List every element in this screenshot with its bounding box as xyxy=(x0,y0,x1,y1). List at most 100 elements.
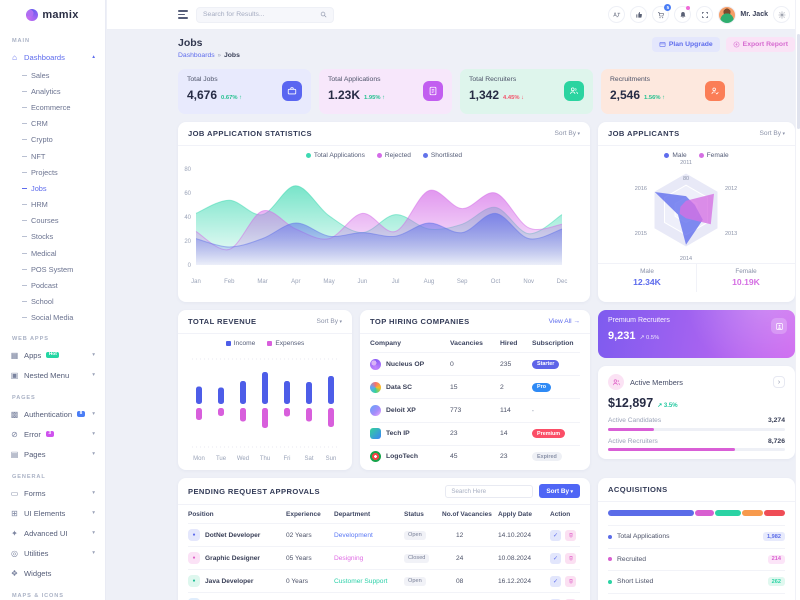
chevron-down-icon: ▾ xyxy=(92,372,95,378)
sidebar-item-apps[interactable]: ▦ Apps Hot ▾ xyxy=(0,345,105,365)
user-menu[interactable]: Mr. Jack xyxy=(718,5,768,24)
sidebar-item-dashboards[interactable]: ⌂ Dashboards ▴ xyxy=(0,47,105,67)
delete-button[interactable] xyxy=(565,529,576,541)
card-title: JOB APPLICATION STATISTICS xyxy=(188,129,313,138)
stat-card: Total Applications 1.23K 1.95% ↑ xyxy=(319,69,452,114)
stat-value: 1.23K xyxy=(328,88,361,102)
stat-icon xyxy=(705,81,725,101)
global-search[interactable] xyxy=(196,6,334,23)
position-icon: ● xyxy=(188,598,200,600)
sidebar-subitem-label: Projects xyxy=(31,167,58,177)
sidebar-item-error[interactable]: ⊘ Error 3 ▾ xyxy=(0,424,105,444)
sidebar-subitem[interactable]: Jobs xyxy=(0,180,105,196)
sidebar-subitem[interactable]: POS System xyxy=(0,261,105,277)
sidebar-subitem[interactable]: CRM xyxy=(0,116,105,132)
sidebar-subitem[interactable]: NFT xyxy=(0,148,105,164)
sort-by-dropdown[interactable]: Sort By xyxy=(554,130,580,137)
legend-item: Total Applications xyxy=(305,152,365,159)
sidebar-item-nested-menu[interactable]: ▣ Nested Menu ▾ xyxy=(0,365,105,385)
language-button[interactable] xyxy=(608,6,626,23)
sidebar-item-widgets[interactable]: ❖ Widgets xyxy=(0,563,105,583)
sort-by-dropdown[interactable]: Sort By xyxy=(759,130,785,137)
sidebar-item-forms[interactable]: ▭ Forms ▾ xyxy=(0,483,105,503)
svg-text:2013: 2013 xyxy=(725,231,737,237)
sidebar-item-label: Utilities xyxy=(24,548,49,558)
subscription-badge: Premium xyxy=(532,429,566,439)
dash-icon xyxy=(22,204,27,206)
sidebar-subitem[interactable]: Social Media xyxy=(0,310,105,326)
app-logo[interactable]: mamix xyxy=(0,0,105,30)
dash-icon xyxy=(22,171,27,173)
dash-icon xyxy=(22,90,27,92)
hired-value: 2 xyxy=(500,383,504,391)
sidebar-subitem[interactable]: Projects xyxy=(0,164,105,180)
fullscreen-button[interactable] xyxy=(696,6,714,23)
menu-toggle-icon[interactable] xyxy=(178,10,188,19)
card-title: JOB APPLICANTS xyxy=(608,129,680,138)
table-row: ● Java Developer 0 Years Customer Support… xyxy=(188,569,580,592)
position-name: DotNet Developer xyxy=(205,531,261,539)
sidebar-subitem[interactable]: Courses xyxy=(0,213,105,229)
more-button[interactable]: › xyxy=(773,376,785,388)
search-input[interactable] xyxy=(203,11,316,18)
dashboards-submenu: Sales Analytics Ecommerce CRM xyxy=(0,67,105,326)
delete-button[interactable] xyxy=(565,598,576,600)
breadcrumb-dashboards[interactable]: Dashboards xyxy=(178,52,215,59)
like-button[interactable] xyxy=(630,6,648,23)
svg-text:Sun: Sun xyxy=(326,456,337,462)
sidebar-subitem[interactable]: Crypto xyxy=(0,132,105,148)
sort-by-dropdown[interactable]: Sort By xyxy=(316,318,342,325)
sidebar-item-utilities[interactable]: ◎ Utilities ▾ xyxy=(0,543,105,563)
delete-button[interactable] xyxy=(565,575,576,587)
sidebar-subitem[interactable]: School xyxy=(0,294,105,310)
sidebar-item-authentication[interactable]: ▩ Authentication 8 ▾ xyxy=(0,404,105,424)
progress-row: Active Candidates 3,274 xyxy=(608,417,785,431)
table-search-input[interactable] xyxy=(451,487,528,495)
sidebar-item-ui-elements[interactable]: ⊞ UI Elements ▾ xyxy=(0,503,105,523)
chevron-down-icon: ▾ xyxy=(92,431,95,437)
progress-label: Active Recruiters xyxy=(608,437,658,445)
notifications-button[interactable] xyxy=(674,6,692,23)
view-all-link[interactable]: View All → xyxy=(548,318,580,325)
dash-icon xyxy=(22,236,27,238)
sidebar-subitem[interactable]: Sales xyxy=(0,67,105,83)
sidebar-subitem[interactable]: Medical xyxy=(0,245,105,261)
cart-button[interactable]: 5 xyxy=(652,4,672,23)
svg-text:Aug: Aug xyxy=(424,279,435,285)
file-icon: ▤ xyxy=(10,449,19,459)
apply-date: 10.08.2024 xyxy=(498,554,532,562)
stat-cards: Total Jobs 4,676 0.67% ↑ Total Applicati… xyxy=(178,69,795,114)
sidebar-subitem-label: Jobs xyxy=(31,183,47,193)
approve-button[interactable] xyxy=(550,552,561,564)
page-scrollbar[interactable] xyxy=(795,0,800,600)
chevron-down-icon: ▾ xyxy=(92,352,95,358)
logo-icon xyxy=(26,9,39,21)
sidebar-subitem[interactable]: Analytics xyxy=(0,83,105,99)
radar-chart-legend: Male Female xyxy=(598,146,795,159)
approve-button[interactable] xyxy=(550,529,561,541)
settings-button[interactable] xyxy=(773,6,790,23)
delete-button[interactable] xyxy=(565,552,576,564)
export-report-button[interactable]: Export Report xyxy=(725,37,795,52)
bar-segment xyxy=(608,510,694,516)
table-search[interactable] xyxy=(445,484,534,498)
sidebar-subitem[interactable]: Stocks xyxy=(0,229,105,245)
sort-by-button[interactable]: Sort By xyxy=(539,484,580,498)
sidebar-subitem[interactable]: Ecommerce xyxy=(0,99,105,115)
hired-value: 23 xyxy=(500,453,508,461)
dash-icon xyxy=(22,220,27,222)
approve-button[interactable] xyxy=(550,575,561,587)
sidebar-item-label: Apps xyxy=(24,350,42,360)
plan-upgrade-button[interactable]: Plan Upgrade xyxy=(651,37,720,52)
scrollbar-thumb[interactable] xyxy=(797,34,800,129)
approve-button[interactable] xyxy=(550,598,561,600)
vacancies-value: 12 xyxy=(456,531,464,539)
sidebar-item-advanced-ui[interactable]: ✦ Advanced UI ▾ xyxy=(0,523,105,543)
sidebar-subitem[interactable]: HRM xyxy=(0,197,105,213)
svg-text:2012: 2012 xyxy=(725,186,737,192)
sidebar-subitem[interactable]: Podcast xyxy=(0,277,105,293)
vacancies-value: 08 xyxy=(456,577,464,585)
stat-label: Total Jobs xyxy=(187,76,218,83)
sidebar-item-pages[interactable]: ▤ Pages ▾ xyxy=(0,444,105,464)
